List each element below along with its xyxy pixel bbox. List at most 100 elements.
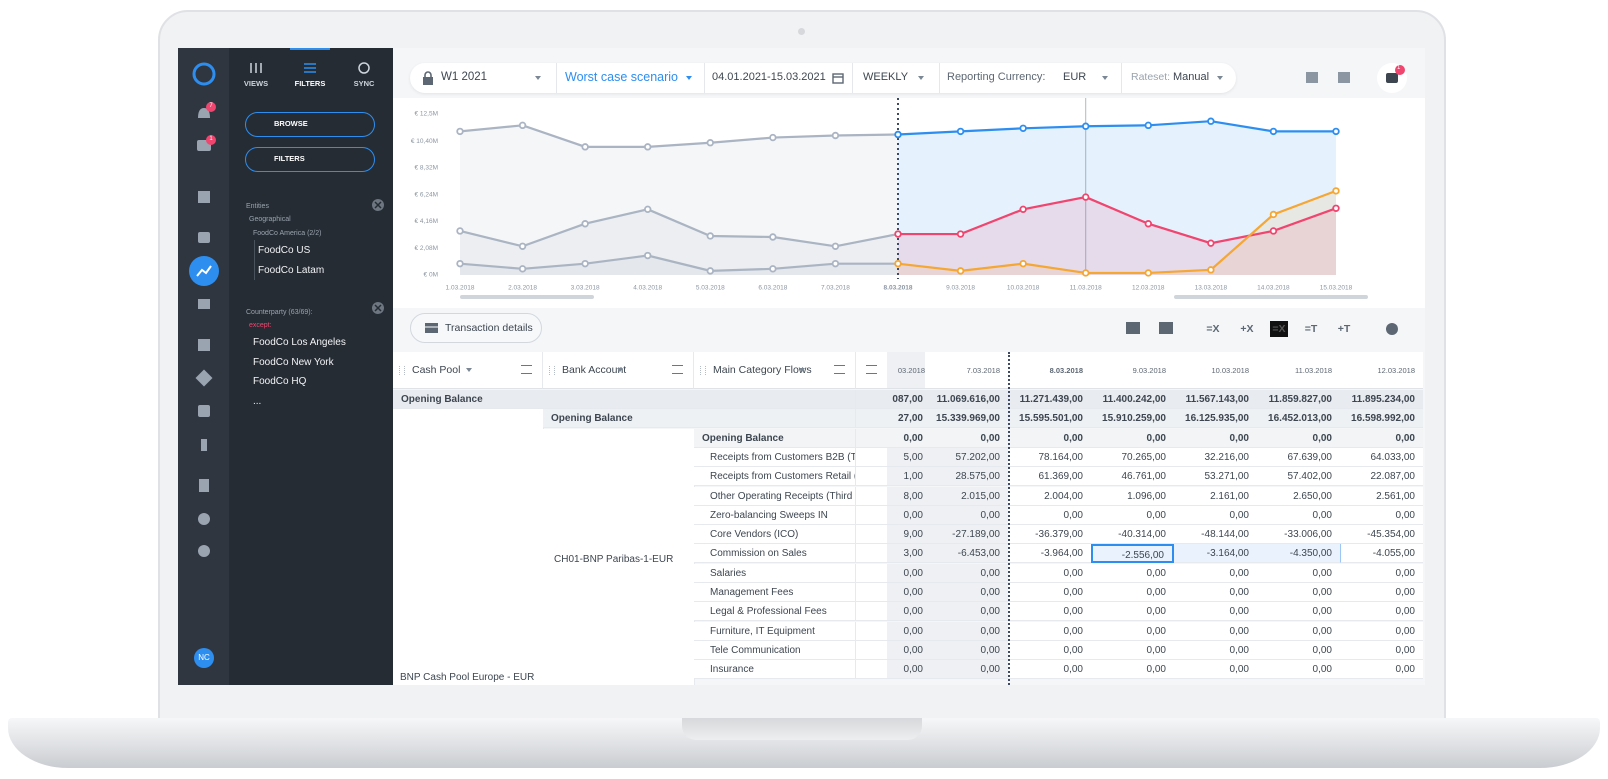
- value-cell[interactable]: 15.595.501,00: [1008, 409, 1091, 429]
- value-cell[interactable]: 0,00: [887, 602, 925, 622]
- value-cell[interactable]: -33.006,00: [1257, 525, 1340, 545]
- value-cell[interactable]: 0,00: [1091, 602, 1174, 622]
- value-cell[interactable]: 0,00: [1008, 583, 1091, 602]
- report-icon[interactable]: [198, 339, 210, 351]
- value-cell[interactable]: 0,00: [887, 583, 925, 602]
- value-cell[interactable]: 0,00: [1340, 621, 1423, 641]
- value-cell[interactable]: -3.164,00: [1174, 544, 1257, 564]
- row-label[interactable]: Opening Balance: [694, 428, 856, 448]
- value-cell[interactable]: 2.650,00: [1257, 486, 1340, 506]
- value-cell[interactable]: 0,00: [887, 660, 925, 680]
- hide-icon[interactable]: [1338, 72, 1350, 83]
- value-cell[interactable]: 0,00: [925, 583, 1008, 602]
- value-cell[interactable]: 67.639,00: [1257, 447, 1340, 467]
- value-cell[interactable]: 0,00: [1174, 428, 1257, 448]
- row-label[interactable]: Salaries: [694, 563, 856, 583]
- tab[interactable]: FILTERS: [294, 79, 326, 88]
- value-cell[interactable]: 0,00: [1008, 660, 1091, 680]
- row-label[interactable]: Management Fees: [694, 583, 856, 602]
- row-label[interactable]: Legal & Professional Fees: [694, 602, 856, 622]
- value-cell[interactable]: 0,00: [1340, 428, 1423, 448]
- value-cell[interactable]: -6.453,00: [925, 544, 1008, 564]
- logo[interactable]: [192, 62, 216, 86]
- value-cell[interactable]: 0,00: [925, 563, 1008, 583]
- scenario-select[interactable]: Worst case scenario: [565, 70, 679, 84]
- value-cell[interactable]: 70.265,00: [1091, 447, 1174, 467]
- value-cell[interactable]: 8,00: [887, 486, 925, 506]
- date-range[interactable]: 04.01.2021-15.03.2021: [712, 71, 826, 83]
- value-cell[interactable]: 27,00: [887, 409, 925, 429]
- tab[interactable]: SYNC: [353, 79, 375, 88]
- value-cell[interactable]: 0,00: [1340, 660, 1423, 680]
- value-cell[interactable]: 0,00: [1257, 621, 1340, 641]
- value-cell[interactable]: 0,00: [1257, 428, 1340, 448]
- filters-button[interactable]: FILTERS: [245, 147, 375, 172]
- value-cell[interactable]: 0,00: [1174, 621, 1257, 641]
- value-cell[interactable]: -3.964,00: [1008, 544, 1091, 564]
- value-cell[interactable]: 0,00: [887, 640, 925, 660]
- value-cell[interactable]: 0,00: [1257, 640, 1340, 660]
- entity-item[interactable]: FoodCo Latam: [258, 265, 325, 276]
- value-cell[interactable]: 0,00: [1008, 602, 1091, 622]
- period-select[interactable]: W1 2021: [441, 71, 488, 83]
- value-cell[interactable]: 0,00: [1257, 583, 1340, 602]
- tool-button[interactable]: =T: [1304, 323, 1318, 335]
- expand-all[interactable]: [1126, 322, 1140, 334]
- counterparty-item[interactable]: ...: [253, 395, 262, 407]
- value-cell[interactable]: 0,00: [1091, 563, 1174, 583]
- value-cell[interactable]: 22.087,00: [1340, 467, 1423, 487]
- value-cell[interactable]: 0,00: [1174, 640, 1257, 660]
- value-cell[interactable]: 0,00: [1091, 583, 1174, 602]
- value-cell[interactable]: 0,00: [1091, 640, 1174, 660]
- value-cell[interactable]: 0,00: [1091, 428, 1174, 448]
- value-cell[interactable]: 0,00: [1174, 602, 1257, 622]
- value-cell[interactable]: 5,00: [887, 447, 925, 467]
- value-cell[interactable]: 1,00: [887, 467, 925, 487]
- value-cell[interactable]: 0,00: [1174, 563, 1257, 583]
- value-cell[interactable]: 15.910.259,00: [1091, 409, 1174, 429]
- value-cell[interactable]: 2.161,00: [1174, 486, 1257, 506]
- tool-button[interactable]: +T: [1337, 323, 1351, 335]
- value-cell[interactable]: 11.567.143,00: [1174, 390, 1257, 409]
- value-cell[interactable]: 0,00: [1008, 563, 1091, 583]
- value-cell[interactable]: -2.556,00: [1091, 544, 1174, 564]
- value-cell[interactable]: 0,00: [1008, 640, 1091, 660]
- row-label[interactable]: Core Vendors (ICO): [694, 525, 856, 545]
- currency-select[interactable]: EUR: [1063, 71, 1087, 83]
- value-cell[interactable]: 0,00: [925, 621, 1008, 641]
- value-cell[interactable]: 78.164,00: [1008, 447, 1091, 467]
- filter-icon[interactable]: [834, 365, 845, 374]
- value-cell[interactable]: 0,00: [887, 563, 925, 583]
- value-cell[interactable]: 16.125.935,00: [1174, 409, 1257, 429]
- value-cell[interactable]: -27.189,00: [925, 525, 1008, 545]
- value-cell[interactable]: 11.271.439,00: [1008, 390, 1091, 409]
- value-cell[interactable]: 0,00: [1008, 505, 1091, 525]
- table-settings[interactable]: [1383, 320, 1403, 340]
- transaction-details-button[interactable]: Transaction details: [410, 313, 542, 343]
- value-cell[interactable]: 0,00: [1340, 602, 1423, 622]
- value-cell[interactable]: 57.202,00: [925, 447, 1008, 467]
- value-cell[interactable]: 0,00: [1174, 660, 1257, 680]
- counterparty-item[interactable]: FoodCo Los Angeles: [253, 337, 346, 348]
- value-cell[interactable]: 0,00: [887, 621, 925, 641]
- browse-button[interactable]: BROWSE: [245, 112, 375, 137]
- value-cell[interactable]: 0,00: [1257, 602, 1340, 622]
- value-cell[interactable]: 16.598.992,00: [1340, 409, 1423, 429]
- value-cell[interactable]: 57.402,00: [1257, 467, 1340, 487]
- collapse-all[interactable]: [1159, 322, 1173, 334]
- value-cell[interactable]: 0,00: [1257, 563, 1340, 583]
- value-cell[interactable]: 28.575,00: [925, 467, 1008, 487]
- value-cell[interactable]: 1.096,00: [1091, 486, 1174, 506]
- value-cell[interactable]: 2.015,00: [925, 486, 1008, 506]
- value-cell[interactable]: 0,00: [925, 428, 1008, 448]
- row-label[interactable]: Receipts from Customers B2B (Th: [694, 447, 856, 467]
- value-cell[interactable]: -48.144,00: [1174, 525, 1257, 545]
- value-cell[interactable]: 3,00: [887, 544, 925, 564]
- dice-icon[interactable]: [198, 405, 210, 417]
- help-icon[interactable]: [198, 545, 210, 557]
- value-cell[interactable]: 0,00: [1008, 621, 1091, 641]
- value-cell[interactable]: 53.271,00: [1174, 467, 1257, 487]
- row-label[interactable]: Receipts from Customers Retail (T: [694, 467, 856, 487]
- counterparty-item[interactable]: FoodCo New York: [253, 356, 334, 368]
- like-icon[interactable]: [198, 299, 210, 309]
